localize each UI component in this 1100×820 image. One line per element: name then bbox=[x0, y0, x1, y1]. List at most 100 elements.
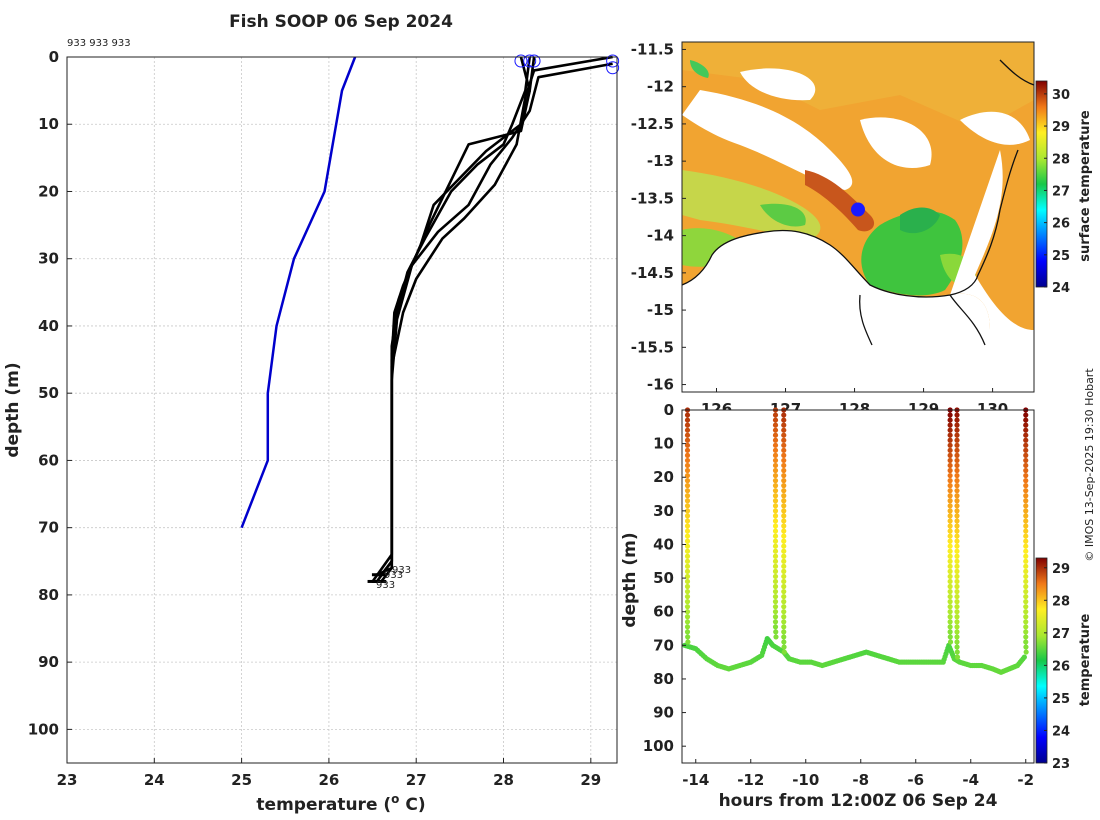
map-colorbar-tick-label: 26 bbox=[1052, 217, 1070, 232]
profile-x-tick-label: 28 bbox=[493, 771, 514, 789]
section-cast-point bbox=[772, 553, 779, 559]
profile-y-tick-label: 80 bbox=[38, 586, 59, 604]
section-cast-point bbox=[954, 503, 960, 509]
section-cast-point bbox=[684, 599, 691, 605]
section-cast-point bbox=[772, 472, 779, 479]
section-cast-point bbox=[781, 538, 787, 544]
section-cast-point bbox=[947, 483, 953, 489]
profile-grid bbox=[66, 56, 617, 763]
section-cast-point bbox=[772, 493, 779, 499]
section-cast-point bbox=[954, 629, 960, 635]
section-cast-point bbox=[1023, 528, 1029, 534]
section-cast-point bbox=[1023, 427, 1029, 433]
section-cast-point bbox=[772, 513, 779, 519]
map-y-tick-label: -12 bbox=[647, 78, 674, 96]
section-cast-point bbox=[684, 533, 691, 539]
section-cast-point bbox=[781, 513, 787, 519]
section-cast-point bbox=[684, 417, 691, 423]
section-x-tick-label: -12 bbox=[737, 771, 764, 789]
section-chart: -14 -12 -10 -8 -6 -4 -2 0 10 20 30 40 50 60 70 80 90 100… bbox=[620, 401, 1093, 811]
profile-x-label: temperature (o C) bbox=[256, 792, 425, 815]
profile-y-tick-label: 30 bbox=[38, 250, 59, 268]
section-x-tick-label: -2 bbox=[1017, 771, 1034, 789]
section-cast-point bbox=[954, 578, 960, 585]
section-cast-point bbox=[772, 437, 779, 443]
section-cast-point bbox=[781, 604, 787, 610]
profile-y-tick-label: 50 bbox=[38, 384, 59, 402]
profile-x-tick-label: 29 bbox=[580, 771, 601, 789]
section-seafloor-point bbox=[1021, 654, 1027, 660]
section-cast-point bbox=[954, 467, 960, 474]
section-cast-point bbox=[1023, 609, 1029, 615]
section-cast-point bbox=[947, 457, 953, 464]
section-cast-point bbox=[772, 498, 779, 504]
section-cast-point bbox=[781, 523, 787, 529]
section-cast-point bbox=[1023, 588, 1029, 595]
section-cast-point bbox=[1023, 593, 1029, 600]
section-cast-point bbox=[1023, 483, 1029, 489]
section-cast-point bbox=[947, 417, 953, 423]
section-cast-point bbox=[954, 427, 960, 433]
map-colorbar-tick-label: 28 bbox=[1052, 152, 1070, 167]
section-cast-point bbox=[954, 558, 960, 564]
section-cast-point bbox=[1023, 543, 1029, 549]
section-cast-point bbox=[772, 417, 779, 423]
section-cast-point bbox=[954, 518, 960, 524]
section-cast-point bbox=[954, 533, 960, 539]
section-cast-point bbox=[781, 417, 787, 423]
section-cast-point bbox=[772, 488, 779, 494]
section-cast-point bbox=[954, 649, 960, 655]
profile-y-tick-label: 0 bbox=[49, 48, 59, 66]
section-cast-point bbox=[772, 538, 779, 544]
section-cast-point bbox=[684, 568, 691, 574]
section-cast-point bbox=[954, 447, 960, 453]
map-y-tick-label: -13.5 bbox=[631, 189, 674, 207]
section-colorbar-tick-label: 29 bbox=[1052, 562, 1070, 577]
section-cast-point bbox=[684, 518, 691, 524]
section-cast-point bbox=[772, 422, 779, 428]
section-cast-point bbox=[1023, 533, 1029, 539]
section-colorbar-tick-label: 23 bbox=[1052, 757, 1070, 772]
profile-start-marker bbox=[523, 54, 537, 68]
section-cast-point bbox=[781, 432, 787, 438]
section-cast-point bbox=[947, 568, 953, 574]
section-cast-point bbox=[1023, 639, 1029, 645]
section-cast-point bbox=[772, 548, 779, 554]
section-cast-point bbox=[947, 543, 953, 549]
section-cast-point bbox=[954, 593, 960, 600]
section-cast-point bbox=[1023, 442, 1029, 448]
section-cast-point bbox=[781, 533, 787, 539]
section-y-tick-label: 0 bbox=[664, 401, 674, 419]
section-cast-point bbox=[1023, 437, 1029, 443]
map-axes-frame bbox=[681, 41, 1035, 393]
section-cast-point bbox=[1023, 614, 1029, 620]
section-cast-point bbox=[1023, 599, 1029, 605]
section-cast-point bbox=[684, 619, 691, 625]
section-cast-point bbox=[954, 609, 960, 615]
section-cast-point bbox=[684, 493, 691, 499]
section-cast-point bbox=[684, 457, 691, 464]
section-cast-point bbox=[947, 427, 953, 433]
section-y-tick-label: 80 bbox=[653, 670, 674, 688]
section-cast-point bbox=[781, 472, 787, 479]
section-cast-point bbox=[1023, 488, 1029, 494]
map-colorbar-tick-label: 30 bbox=[1052, 88, 1070, 103]
section-cast-point bbox=[947, 533, 953, 539]
section-cast-point bbox=[772, 508, 779, 514]
section-cast-point bbox=[772, 533, 779, 539]
section-cast-point bbox=[684, 437, 691, 443]
section-cast-point bbox=[781, 457, 787, 464]
section-cast-point bbox=[954, 553, 960, 559]
section-cast-point bbox=[954, 619, 960, 625]
map-colorbar-tick-label: 27 bbox=[1052, 184, 1070, 199]
section-cast-point bbox=[1023, 513, 1029, 519]
map-y-tick-label: -14 bbox=[647, 227, 674, 245]
section-colorbar-tick-label: 25 bbox=[1052, 692, 1070, 707]
section-cast-point bbox=[772, 503, 779, 509]
section-cast-point bbox=[954, 462, 960, 469]
section-cast-point bbox=[954, 543, 960, 549]
section-x-tick-label: -4 bbox=[962, 771, 979, 789]
section-cast-point bbox=[781, 488, 787, 494]
section-cast-point bbox=[684, 604, 691, 610]
section-cast-point bbox=[954, 452, 960, 458]
